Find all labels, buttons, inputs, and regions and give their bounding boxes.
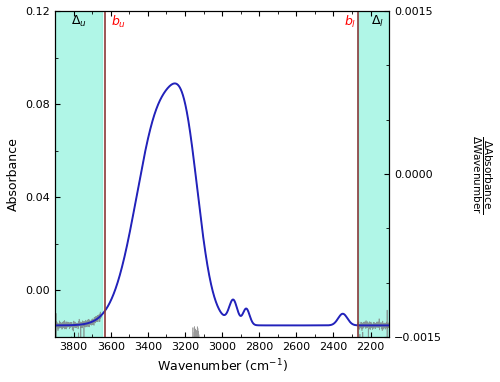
X-axis label: Wavenumber (cm$^{-1}$): Wavenumber (cm$^{-1}$) [156, 358, 288, 375]
Text: $b_u$: $b_u$ [110, 14, 126, 30]
Text: $b_l$: $b_l$ [344, 14, 356, 30]
Y-axis label: $\dfrac{\Delta\mathrm{Absorbance}}{\Delta\mathrm{Wavenumber}}$: $\dfrac{\Delta\mathrm{Absorbance}}{\Delt… [470, 134, 493, 214]
Text: $\Delta_l$: $\Delta_l$ [372, 14, 384, 29]
Bar [55, 11, 102, 337]
Bar [358, 11, 389, 337]
Text: $\Delta_u$: $\Delta_u$ [72, 14, 87, 29]
Y-axis label: Absorbance: Absorbance [7, 137, 20, 211]
